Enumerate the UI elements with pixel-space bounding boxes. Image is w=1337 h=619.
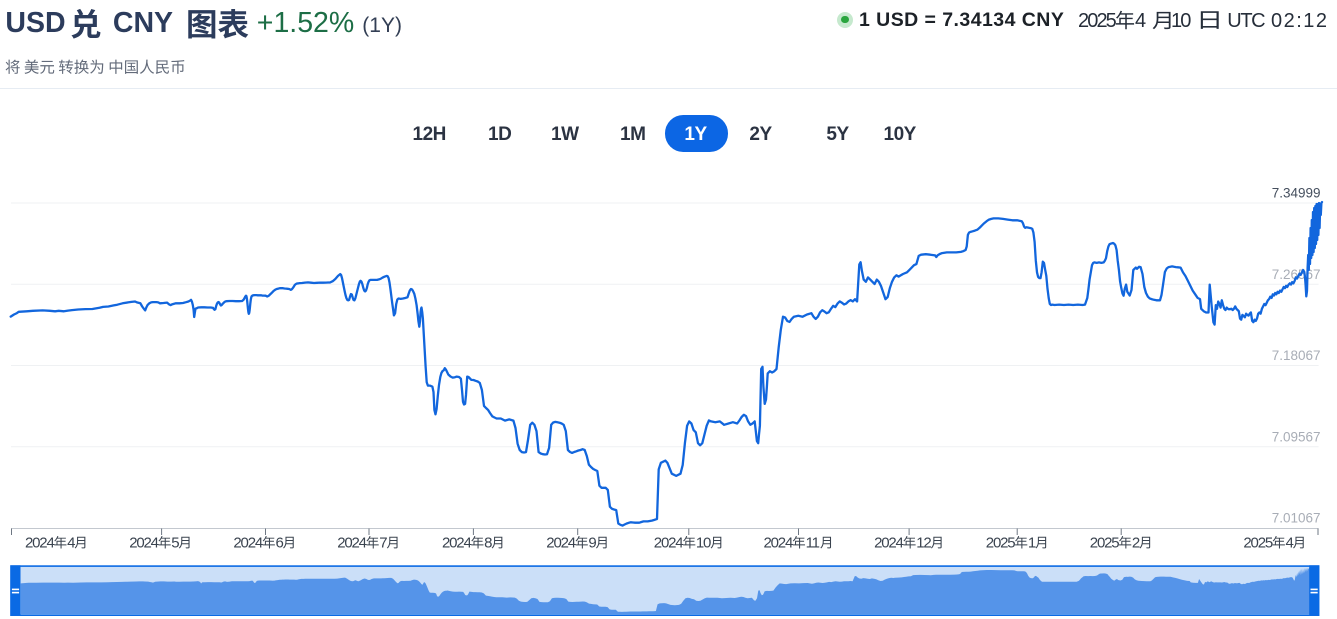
svg-text:2024: 2024 (874, 534, 903, 551)
svg-text:9: 9 (588, 534, 596, 551)
svg-text:12: 12 (916, 534, 931, 551)
svg-text:7: 7 (379, 534, 387, 551)
svg-text:4: 4 (67, 534, 75, 551)
svg-text:2025: 2025 (1090, 534, 1119, 551)
svg-text:7.18067: 7.18067 (1272, 348, 1321, 363)
svg-text:2025: 2025 (1243, 534, 1272, 551)
svg-text:4: 4 (1286, 534, 1294, 551)
svg-text:7.01067: 7.01067 (1272, 511, 1321, 526)
svg-text:1: 1 (1028, 534, 1036, 551)
svg-text:6: 6 (276, 534, 284, 551)
svg-text:2025: 2025 (986, 534, 1015, 551)
svg-text:2024: 2024 (129, 534, 158, 551)
svg-text:7.09567: 7.09567 (1272, 429, 1321, 444)
svg-text:2024: 2024 (233, 534, 262, 551)
svg-text:2024: 2024 (442, 534, 471, 551)
svg-text:10: 10 (696, 534, 711, 551)
svg-text:11: 11 (806, 534, 820, 551)
svg-text:5: 5 (171, 534, 179, 551)
svg-text:2024: 2024 (25, 534, 54, 551)
svg-text:2024: 2024 (546, 534, 575, 551)
svg-text:2024: 2024 (654, 534, 683, 551)
svg-text:7.34999: 7.34999 (1272, 186, 1321, 201)
svg-text:2024: 2024 (337, 534, 366, 551)
svg-text:2024: 2024 (764, 534, 793, 551)
svg-text:8: 8 (484, 534, 492, 551)
svg-text:2: 2 (1132, 534, 1140, 551)
